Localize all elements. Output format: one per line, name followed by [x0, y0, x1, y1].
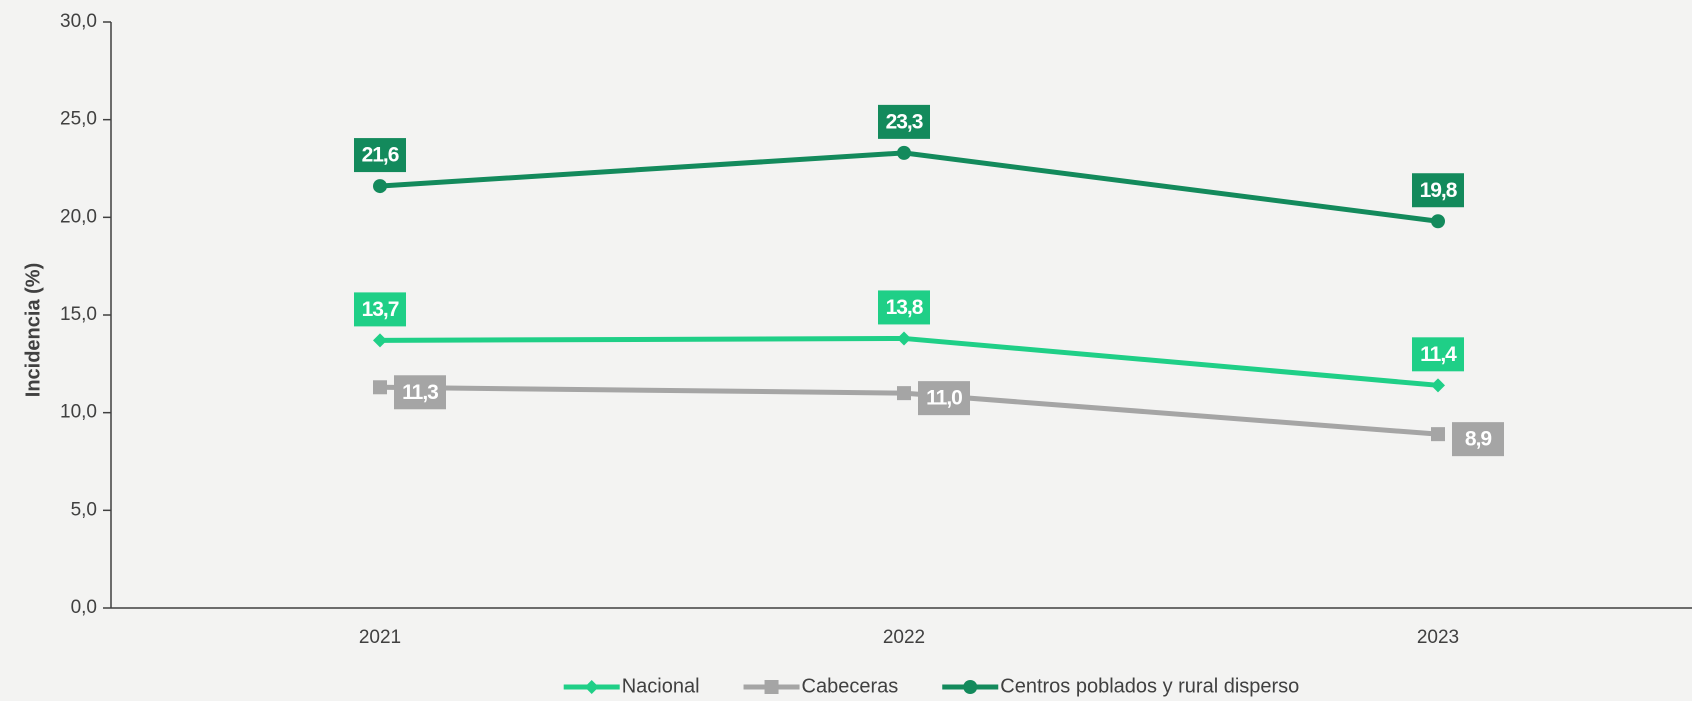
data-label: 11,0	[926, 387, 962, 410]
data-label: 19,8	[1420, 179, 1458, 202]
series-line	[379, 150, 1439, 224]
data-label-box	[878, 290, 930, 325]
y-tick-label: 20,0	[60, 206, 97, 227]
y-tick-label: 15,0	[60, 304, 97, 325]
y-tick-label: 0,0	[71, 597, 97, 618]
data-label: 23,3	[886, 110, 923, 133]
marker	[897, 145, 911, 160]
series-line	[379, 335, 1439, 388]
x-tick-label: 2023	[1417, 627, 1459, 648]
data-label-box	[1452, 422, 1504, 457]
marker	[897, 331, 911, 346]
data-label-box	[354, 292, 406, 327]
marker	[1431, 427, 1445, 442]
y-tick-label: 10,0	[60, 402, 97, 423]
data-label-box	[1412, 337, 1464, 372]
data-label: 11,3	[402, 381, 438, 404]
data-label-box	[354, 138, 406, 173]
data-label-box	[394, 375, 446, 410]
data-label-box	[918, 381, 970, 416]
data-label: 8,9	[1465, 428, 1492, 451]
marker	[897, 386, 911, 401]
y-axis-label: Incidencia (%)	[22, 263, 44, 397]
marker	[963, 680, 978, 694]
marker	[1431, 378, 1445, 393]
data-label: 13,7	[362, 298, 399, 321]
y-tick-label: 5,0	[71, 499, 97, 520]
x-tick-label: 2021	[359, 627, 401, 648]
y-tick-label: 30,0	[60, 11, 97, 32]
legend-label: Centros poblados y rural disperso	[1000, 675, 1299, 697]
marker	[373, 380, 387, 395]
data-label: 21,6	[362, 144, 399, 167]
legend-label: Nacional	[622, 675, 700, 697]
marker	[764, 680, 779, 694]
data-label: 13,8	[886, 296, 924, 319]
x-tick-label: 2022	[883, 627, 925, 648]
y-tick-label: 25,0	[60, 109, 97, 130]
legend: Nacional Cabeceras Centros poblados y rura…	[563, 675, 1299, 697]
data-label-box	[1412, 173, 1464, 208]
marker	[584, 680, 599, 694]
legend-label: Cabeceras	[802, 675, 899, 697]
data-label-box	[878, 104, 930, 139]
marker	[1431, 214, 1445, 229]
marker	[373, 179, 387, 194]
data-label: 11,4	[1420, 343, 1457, 366]
marker	[373, 333, 387, 348]
